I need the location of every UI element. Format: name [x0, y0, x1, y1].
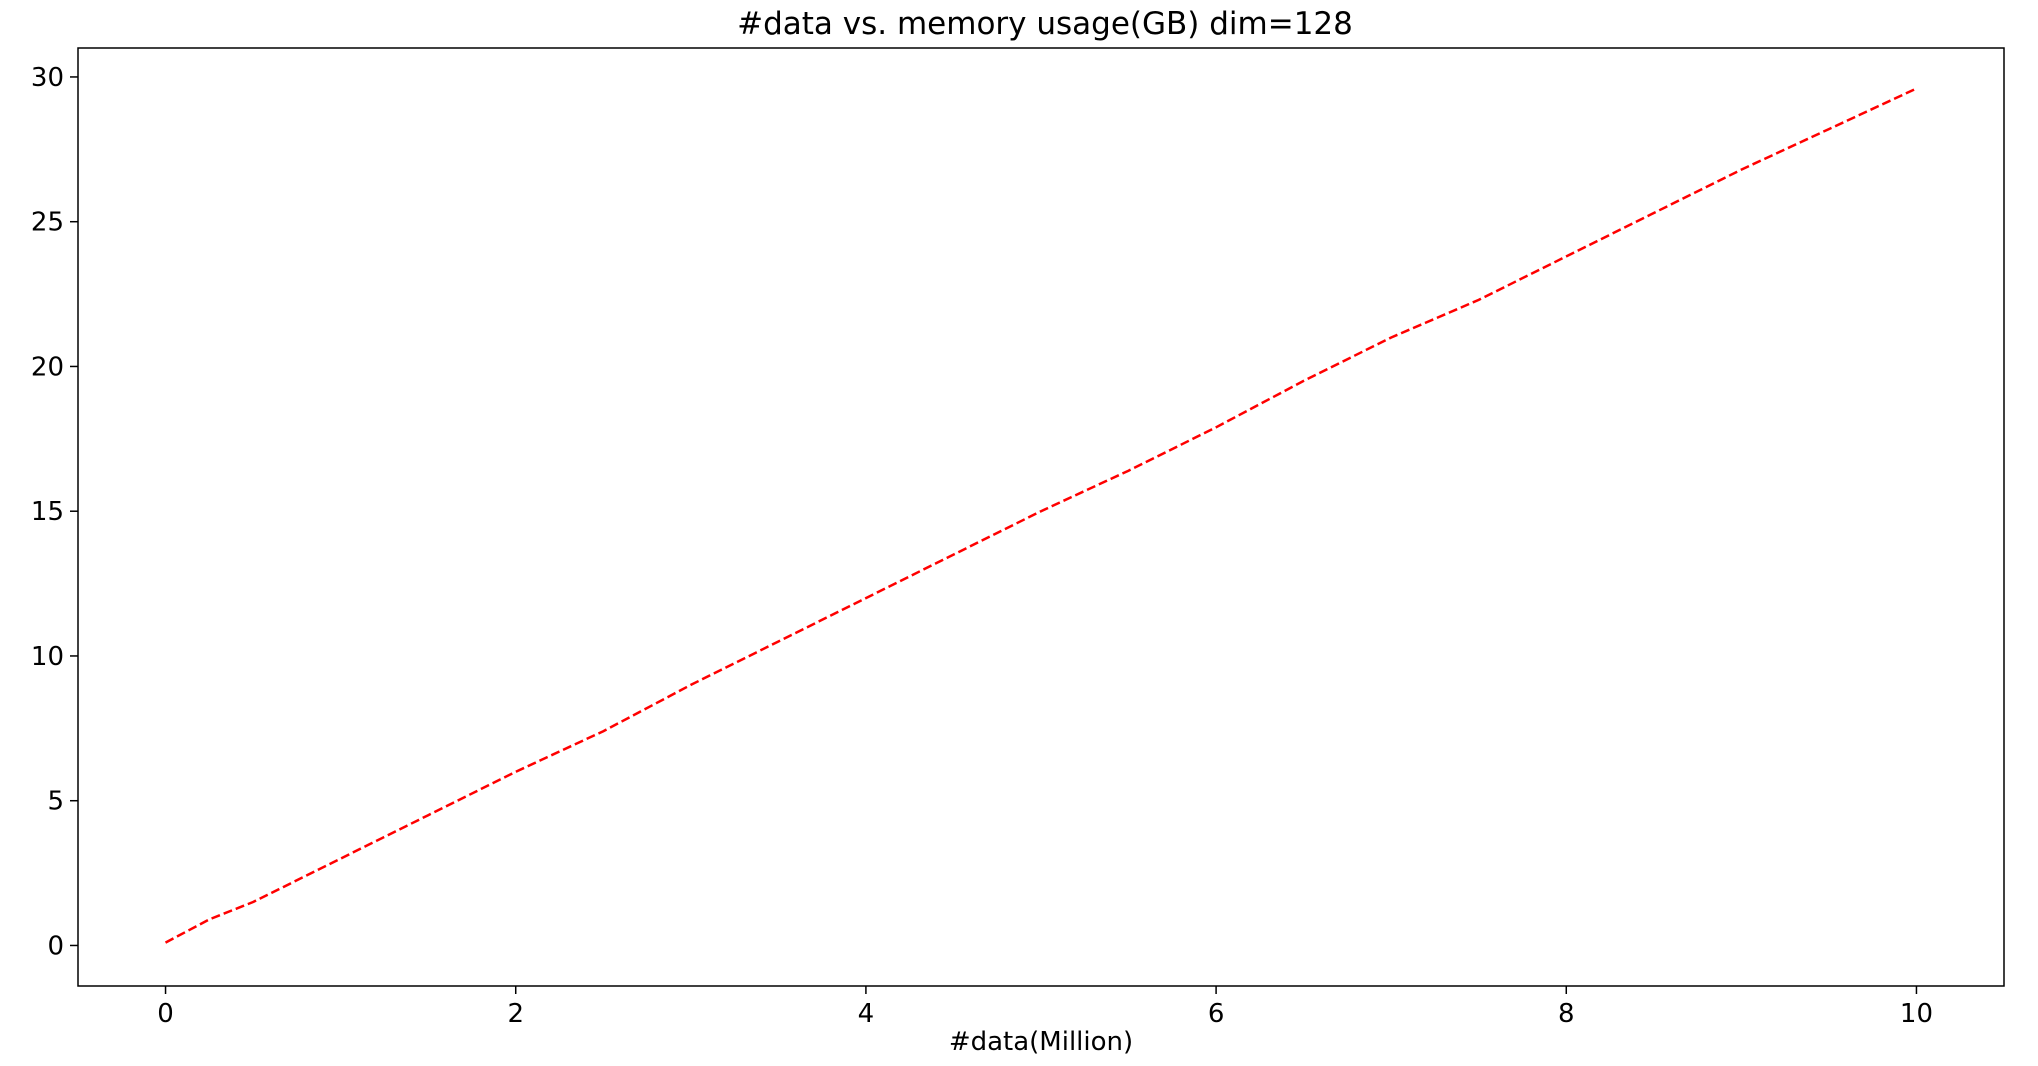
chart-title: #data vs. memory usage(GB) dim=128 [737, 6, 1353, 42]
y-tick-label: 10 [31, 642, 64, 672]
data-point [1478, 299, 1480, 301]
plot-frame [77, 47, 2005, 987]
data-point [1828, 128, 1830, 130]
plot-area: 0 2 4 6 8 10 0 5 10 15 20 25 30 [31, 47, 2005, 1029]
y-tick-label: 5 [47, 787, 64, 817]
data-point [208, 918, 210, 920]
x-tick-label: 6 [1208, 999, 1225, 1029]
y-tick-label: 15 [31, 497, 64, 527]
x-tick-label: 8 [1558, 999, 1575, 1029]
data-point [1390, 337, 1392, 339]
y-tick-label: 30 [31, 63, 64, 93]
data-point [515, 771, 517, 773]
data-point [1653, 212, 1655, 214]
y-axis: 0 5 10 15 20 25 30 [31, 63, 78, 961]
data-point [1740, 169, 1742, 171]
data-point [602, 730, 604, 732]
series-layer [164, 87, 1918, 944]
data-point [1565, 255, 1567, 257]
x-tick-label: 4 [858, 999, 875, 1029]
data-point [1040, 510, 1042, 512]
x-tick-label: 2 [507, 999, 524, 1029]
x-tick-label: 10 [1900, 999, 1933, 1029]
y-tick-label: 0 [47, 931, 64, 961]
data-point [953, 554, 955, 556]
y-tick-label: 25 [31, 208, 64, 238]
series-line [164, 87, 1918, 944]
data-point [690, 684, 692, 686]
data-point [777, 641, 779, 643]
data-point [1916, 88, 1918, 90]
data-point [1303, 380, 1305, 382]
data-point [165, 942, 167, 944]
data-point [427, 814, 429, 816]
data-point [340, 858, 342, 860]
data-point [252, 901, 254, 903]
data-point [1215, 426, 1217, 428]
x-axis: 0 2 4 6 8 10 [157, 986, 1933, 1029]
x-tick-label: 0 [157, 999, 174, 1029]
data-point [865, 597, 867, 599]
x-axis-label: #data(Million) [949, 1027, 1133, 1057]
y-tick-label: 20 [31, 352, 64, 382]
data-point [1128, 470, 1130, 472]
